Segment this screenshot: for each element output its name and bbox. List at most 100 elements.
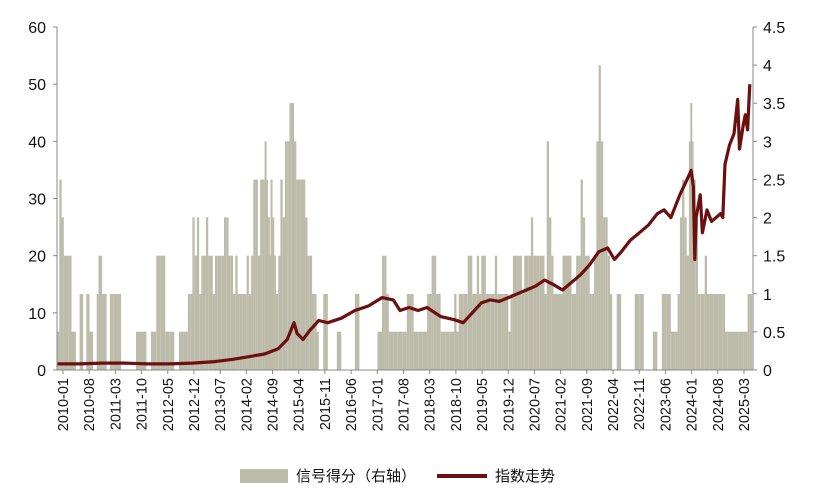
signal-score-bar: [510, 294, 513, 370]
x-tick-label: 2019-05: [475, 378, 491, 431]
signal-score-bar: [411, 294, 414, 370]
signal-score-bar: [187, 294, 191, 370]
signal-score-bar: [183, 331, 188, 370]
x-tick-label: 2012-05: [161, 378, 177, 431]
signal-score-bar: [413, 331, 419, 370]
signal-score-bar: [280, 179, 283, 370]
signal-score-bar: [224, 217, 227, 370]
signal-score-bar: [303, 179, 306, 370]
signal-score-bar: [734, 331, 739, 370]
signal-score-bar: [481, 255, 484, 370]
signal-score-bar: [199, 294, 202, 370]
signal-score-bar: [549, 217, 552, 370]
signal-score-bar: [192, 217, 195, 370]
signal-score-bar: [422, 331, 428, 370]
signal-score-bar: [686, 255, 689, 370]
signal-score-bar: [582, 217, 586, 370]
signal-score-bar: [427, 294, 432, 370]
signal-score-bar: [255, 179, 258, 370]
signal-score-bar: [490, 294, 495, 370]
signal-score-bar: [497, 294, 502, 370]
signal-score-bar: [456, 331, 459, 370]
signal-score-bar: [262, 179, 265, 370]
signal-score-bar: [98, 255, 103, 370]
left-tick-label: 10: [28, 306, 46, 323]
legend-label-signal: 信号得分（右轴）: [296, 468, 416, 485]
signal-score-bar: [524, 255, 527, 370]
signal-score-bar: [517, 255, 522, 370]
signal-score-bar: [533, 255, 536, 370]
x-tick-label: 2010-08: [82, 378, 98, 431]
x-tick-label: 2012-12: [187, 378, 203, 431]
x-tick-label: 2019-12: [501, 378, 517, 431]
left-tick-label: 60: [28, 20, 46, 37]
signal-score-bar: [585, 255, 588, 370]
signal-score-bar: [562, 255, 567, 370]
signal-score-bar: [160, 255, 166, 370]
signal-score-bar: [210, 255, 213, 370]
signal-score-bar: [257, 255, 261, 370]
signal-score-bar: [61, 217, 64, 370]
signal-score-bar: [691, 141, 694, 370]
signal-score-bar: [226, 217, 229, 370]
signal-score-bar: [472, 294, 477, 370]
signal-score-bar: [503, 294, 509, 370]
x-tick-label: 2018-03: [423, 378, 439, 431]
signal-score-bar: [309, 255, 313, 370]
signal-score-bar: [747, 294, 750, 370]
x-tick-label: 2017-08: [397, 378, 413, 431]
left-tick-label: 0: [37, 363, 46, 380]
x-tick-label: 2014-09: [266, 378, 282, 431]
signal-score-bar: [296, 179, 299, 370]
signal-score-bar: [521, 294, 525, 370]
x-tick-label: 2015-11: [318, 378, 334, 430]
right-tick-label: 0.5: [763, 325, 785, 342]
index-trend-line-group: [57, 84, 752, 366]
signal-score-bar: [298, 179, 301, 370]
signal-score-bar: [219, 255, 222, 370]
signal-score-bar: [684, 217, 687, 370]
signal-score-bar: [307, 255, 310, 370]
signal-score-bar: [244, 294, 247, 370]
x-tick-label: 2025-03: [737, 378, 753, 431]
signal-score-bar: [591, 294, 595, 370]
signal-score-bar: [485, 294, 491, 370]
signal-score-bar: [59, 179, 62, 370]
x-tick-label: 2014-02: [239, 378, 255, 431]
signal-score-bar: [201, 255, 206, 370]
signal-score-bar: [600, 141, 604, 370]
signal-score-bar: [697, 294, 701, 370]
signal-score-bar: [587, 255, 590, 370]
x-tick-label: 2023-06: [658, 378, 674, 431]
signal-score-bar: [716, 294, 719, 370]
signal-score-bar: [501, 294, 504, 370]
signal-score-bar: [479, 294, 482, 370]
x-tick-label: 2013-07: [213, 378, 229, 431]
signal-score-bar: [178, 331, 184, 370]
signal-score-bar: [208, 255, 211, 370]
signal-score-bar: [275, 294, 279, 370]
signal-score-bar: [449, 331, 455, 370]
signal-score-bar: [235, 255, 238, 370]
signal-score-bar: [109, 294, 114, 370]
left-tick-label: 20: [28, 249, 46, 266]
signal-score-bar: [682, 179, 685, 370]
signal-score-bar: [463, 294, 468, 370]
signal-score-bar: [89, 331, 94, 370]
signal-score-bar: [609, 294, 613, 370]
signal-score-bar: [190, 294, 193, 370]
signal-score-bar: [136, 331, 141, 370]
signal-score-bar: [314, 294, 317, 370]
signal-score-bar: [607, 255, 610, 370]
signal-score-bar: [233, 294, 236, 370]
signal-score-bar: [616, 294, 619, 370]
signal-score-bar: [666, 294, 671, 370]
signal-score-bar: [494, 255, 498, 370]
x-tick-label: 2022-04: [606, 378, 622, 431]
signal-score-bar: [300, 179, 303, 370]
signal-score-bar: [528, 255, 531, 370]
right-tick-label: 1.5: [763, 249, 785, 266]
signal-score-bar: [639, 294, 644, 370]
left-tick-label: 40: [28, 134, 46, 151]
signal-score-bar: [251, 255, 254, 370]
